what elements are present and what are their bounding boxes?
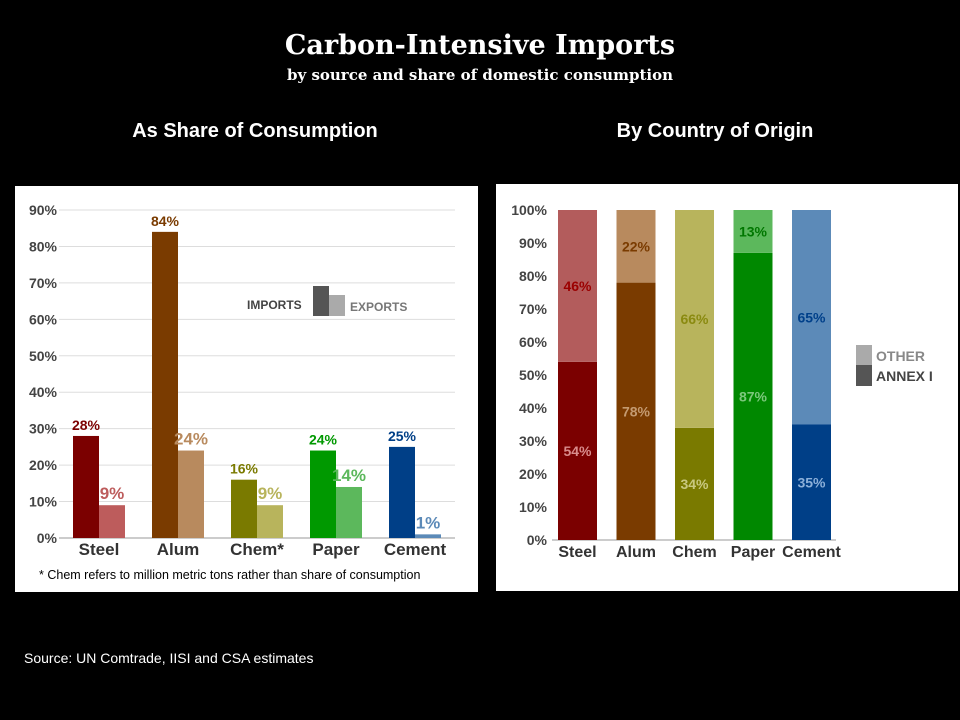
y-tick-label: 40% xyxy=(519,400,548,416)
bar-exports xyxy=(415,534,441,538)
bar-other xyxy=(558,210,597,362)
country-of-origin-chart: 0% 10% 20% 30% 40% 50% 60% 70% 80% 90% 100% 54% 46% S… xyxy=(511,202,933,561)
data-label-imports: 28% xyxy=(72,417,101,433)
y-tick-label: 30% xyxy=(519,433,548,449)
data-label-other: 46% xyxy=(563,278,592,294)
y-tick-label: 70% xyxy=(519,301,548,317)
y-tick-label: 30% xyxy=(29,421,58,437)
bar-imports xyxy=(73,435,99,538)
bar-annex-i xyxy=(733,252,773,540)
bar-annex-i xyxy=(616,282,656,540)
y-tick-label: 70% xyxy=(29,275,58,291)
data-label-annex-i: 54% xyxy=(563,443,592,459)
legend-swatch-annex-i xyxy=(856,365,872,386)
y-tick-label: 0% xyxy=(527,532,548,548)
data-label-exports: 24% xyxy=(174,430,208,449)
data-label-other: 13% xyxy=(739,223,768,239)
data-label-annex-i: 35% xyxy=(797,474,826,490)
data-label-exports: 14% xyxy=(332,466,366,485)
y-tick-label: 20% xyxy=(519,466,548,482)
bar-other xyxy=(733,210,773,253)
x-tick-label: Alum xyxy=(157,540,200,559)
data-label-imports: 16% xyxy=(230,461,259,477)
data-label-exports: 1% xyxy=(416,513,441,532)
data-label-other: 22% xyxy=(622,238,651,254)
x-tick-label: Chem xyxy=(672,544,716,561)
legend-label-annex-i: ANNEX I xyxy=(876,368,933,384)
data-label-exports: 9% xyxy=(100,484,125,503)
bar-exports xyxy=(336,486,362,538)
left-chart-title: As Share of Consumption xyxy=(132,120,378,142)
bar-exports xyxy=(178,450,204,538)
data-label-annex-i: 78% xyxy=(622,403,651,419)
data-label-other: 66% xyxy=(680,311,709,327)
y-tick-label: 10% xyxy=(29,494,58,510)
right-chart-title: By Country of Origin xyxy=(616,120,814,142)
bar-annex-i xyxy=(792,424,831,540)
y-tick-label: 50% xyxy=(519,367,548,383)
x-tick-label: Cement xyxy=(782,544,841,561)
data-label-other: 65% xyxy=(797,309,826,325)
y-tick-label: 50% xyxy=(29,348,58,364)
legend-swatch-imports xyxy=(313,286,329,316)
y-tick-label: 90% xyxy=(29,202,58,218)
x-tick-label: Alum xyxy=(616,544,656,561)
y-tick-label: 60% xyxy=(519,334,548,350)
legend-swatch-other xyxy=(856,345,872,365)
legend-label-exports: EXPORTS xyxy=(350,300,407,314)
data-label-imports: 84% xyxy=(151,213,180,229)
bar-exports xyxy=(99,505,125,538)
x-tick-label: Steel xyxy=(558,544,596,561)
legend-swatch-exports xyxy=(329,295,345,316)
bar-imports xyxy=(310,450,336,538)
bar-exports xyxy=(257,505,283,538)
chart-footnote: * Chem refers to million metric tons rat… xyxy=(39,568,420,582)
y-tick-label: 100% xyxy=(511,202,547,218)
legend-label-other: OTHER xyxy=(876,348,925,364)
data-label-annex-i: 87% xyxy=(739,388,768,404)
data-label-imports: 25% xyxy=(388,428,417,444)
data-label-annex-i: 34% xyxy=(680,476,709,492)
x-tick-label: Cement xyxy=(384,540,447,559)
y-tick-label: 40% xyxy=(29,384,58,400)
y-tick-label: 80% xyxy=(519,268,548,284)
data-label-imports: 24% xyxy=(309,432,338,448)
legend-label-imports: IMPORTS xyxy=(247,298,302,312)
x-tick-label: Paper xyxy=(731,544,775,561)
bar-imports xyxy=(231,479,257,538)
y-tick-label: 80% xyxy=(29,238,58,254)
bar-other xyxy=(792,210,831,425)
y-tick-label: 0% xyxy=(37,530,58,546)
x-tick-label: Steel xyxy=(79,540,120,559)
right-chart-panel: 0% 10% 20% 30% 40% 50% 60% 70% 80% 90% 100% 54% 46% S… xyxy=(496,184,958,591)
x-tick-label: Chem* xyxy=(230,540,284,559)
y-tick-label: 10% xyxy=(519,499,548,515)
x-tick-label: Paper xyxy=(312,540,360,559)
bar-other xyxy=(616,210,656,283)
share-of-consumption-chart: 0% 10% 20% 30% 40% 50% 60% 70% 80% 90% 28% 9% Steel 8… xyxy=(29,202,455,582)
bar-annex-i xyxy=(675,427,714,540)
bar-imports xyxy=(152,231,178,538)
bar-annex-i xyxy=(558,361,597,540)
y-tick-label: 60% xyxy=(29,311,58,327)
source-note: Source: UN Comtrade, IISI and CSA estima… xyxy=(24,650,314,666)
bar-other xyxy=(675,210,714,428)
page-title: Carbon-Intensive Imports xyxy=(284,30,676,61)
bar-imports xyxy=(389,446,415,538)
data-label-exports: 9% xyxy=(258,484,283,503)
left-chart-panel: 0% 10% 20% 30% 40% 50% 60% 70% 80% 90% 28% 9% Steel 8… xyxy=(15,186,478,592)
y-tick-label: 90% xyxy=(519,235,548,251)
y-tick-label: 20% xyxy=(29,457,58,473)
page-subtitle: by source and share of domestic consumpt… xyxy=(287,66,673,84)
